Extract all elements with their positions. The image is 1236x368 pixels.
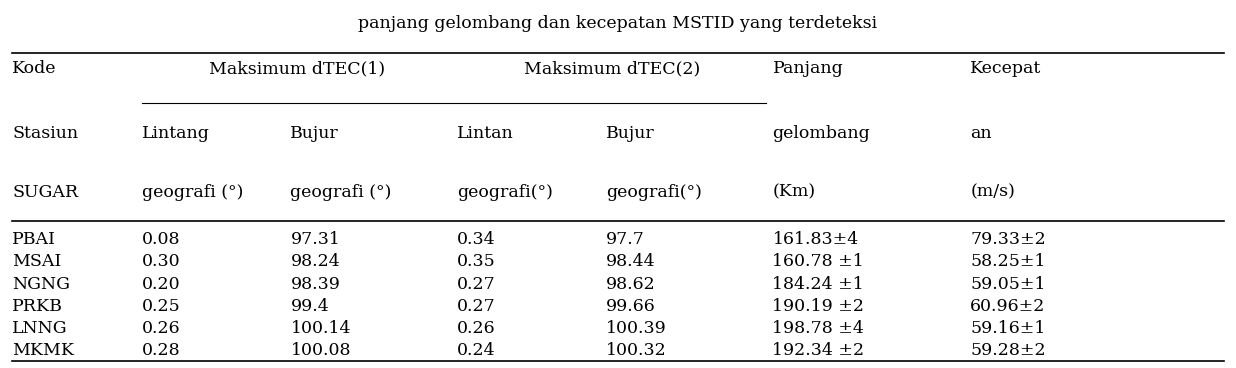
Text: 161.83±4: 161.83±4 bbox=[772, 231, 859, 248]
Text: gelombang: gelombang bbox=[772, 125, 870, 142]
Text: an: an bbox=[970, 125, 991, 142]
Text: 99.4: 99.4 bbox=[290, 298, 329, 315]
Text: geografi (°): geografi (°) bbox=[290, 184, 392, 201]
Text: 0.08: 0.08 bbox=[142, 231, 180, 248]
Text: 0.24: 0.24 bbox=[457, 342, 496, 359]
Text: 0.27: 0.27 bbox=[457, 298, 496, 315]
Text: 190.19 ±2: 190.19 ±2 bbox=[772, 298, 864, 315]
Text: 100.08: 100.08 bbox=[290, 342, 351, 359]
Text: 0.35: 0.35 bbox=[457, 254, 496, 270]
Text: 97.7: 97.7 bbox=[606, 231, 644, 248]
Text: 100.14: 100.14 bbox=[290, 320, 351, 337]
Text: Panjang: Panjang bbox=[772, 60, 843, 77]
Text: SUGAR: SUGAR bbox=[12, 184, 78, 201]
Text: 98.62: 98.62 bbox=[606, 276, 655, 293]
Text: LNNG: LNNG bbox=[12, 320, 68, 337]
Text: Maksimum dTEC(2): Maksimum dTEC(2) bbox=[524, 60, 700, 77]
Text: 0.27: 0.27 bbox=[457, 276, 496, 293]
Text: MKMK: MKMK bbox=[12, 342, 74, 359]
Text: 97.31: 97.31 bbox=[290, 231, 340, 248]
Text: Maksimum dTEC(1): Maksimum dTEC(1) bbox=[209, 60, 384, 77]
Text: PRKB: PRKB bbox=[12, 298, 63, 315]
Text: 59.28±2: 59.28±2 bbox=[970, 342, 1046, 359]
Text: 100.32: 100.32 bbox=[606, 342, 666, 359]
Text: 0.34: 0.34 bbox=[457, 231, 496, 248]
Text: 98.44: 98.44 bbox=[606, 254, 655, 270]
Text: Kecepat: Kecepat bbox=[970, 60, 1042, 77]
Text: 59.16±1: 59.16±1 bbox=[970, 320, 1046, 337]
Text: MSAI: MSAI bbox=[12, 254, 62, 270]
Text: 0.28: 0.28 bbox=[142, 342, 180, 359]
Text: Lintan: Lintan bbox=[457, 125, 514, 142]
Text: 60.96±2: 60.96±2 bbox=[970, 298, 1046, 315]
Text: 198.78 ±4: 198.78 ±4 bbox=[772, 320, 864, 337]
Text: Lintang: Lintang bbox=[142, 125, 210, 142]
Text: PBAI: PBAI bbox=[12, 231, 57, 248]
Text: 58.25±1: 58.25±1 bbox=[970, 254, 1046, 270]
Text: Bujur: Bujur bbox=[290, 125, 339, 142]
Text: Bujur: Bujur bbox=[606, 125, 654, 142]
Text: 79.33±2: 79.33±2 bbox=[970, 231, 1046, 248]
Text: 160.78 ±1: 160.78 ±1 bbox=[772, 254, 864, 270]
Text: NGNG: NGNG bbox=[12, 276, 70, 293]
Text: 98.24: 98.24 bbox=[290, 254, 340, 270]
Text: 0.26: 0.26 bbox=[142, 320, 180, 337]
Text: 192.34 ±2: 192.34 ±2 bbox=[772, 342, 865, 359]
Text: 0.26: 0.26 bbox=[457, 320, 496, 337]
Text: 184.24 ±1: 184.24 ±1 bbox=[772, 276, 864, 293]
Text: geografi(°): geografi(°) bbox=[606, 184, 702, 201]
Text: 98.39: 98.39 bbox=[290, 276, 340, 293]
Text: (m/s): (m/s) bbox=[970, 184, 1015, 201]
Text: Kode: Kode bbox=[12, 60, 57, 77]
Text: 100.39: 100.39 bbox=[606, 320, 666, 337]
Text: (Km): (Km) bbox=[772, 184, 816, 201]
Text: panjang gelombang dan kecepatan MSTID yang terdeteksi: panjang gelombang dan kecepatan MSTID ya… bbox=[358, 15, 878, 32]
Text: 0.20: 0.20 bbox=[142, 276, 180, 293]
Text: geografi (°): geografi (°) bbox=[142, 184, 243, 201]
Text: 0.30: 0.30 bbox=[142, 254, 180, 270]
Text: 99.66: 99.66 bbox=[606, 298, 655, 315]
Text: 59.05±1: 59.05±1 bbox=[970, 276, 1046, 293]
Text: geografi(°): geografi(°) bbox=[457, 184, 554, 201]
Text: Stasiun: Stasiun bbox=[12, 125, 78, 142]
Text: 0.25: 0.25 bbox=[142, 298, 180, 315]
